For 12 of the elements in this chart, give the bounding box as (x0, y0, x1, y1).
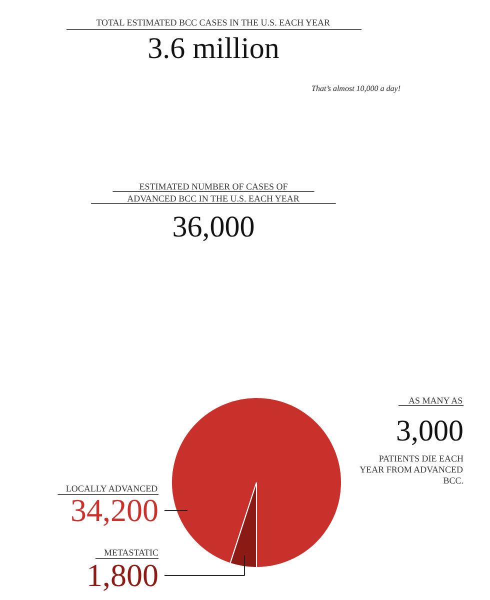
text: 36,000 (172, 210, 255, 244)
data-label: 34,200 (70, 492, 158, 528)
text: PATIENTS DIE EACH YEAR FROM ADVANCED BCC. (360, 454, 464, 486)
text: That’s almost 10,000 a day! (312, 84, 401, 93)
text: ESTIMATED NUMBER OF CASES OF ADVANCED BCC IN THE U.S. EACH YEAR (127, 182, 300, 204)
text: AS MANY AS (408, 396, 463, 406)
slice-label: METASTATIC (104, 548, 159, 558)
slice-label: LOCALLY ADVANCED (66, 484, 158, 494)
chart-title: TOTAL ESTIMATED BCC CASES IN THE U.S. EACH YEAR (96, 18, 330, 28)
text: 3,000 (396, 414, 464, 448)
text: 3.6 million (148, 32, 280, 65)
data-label: 1,800 (86, 557, 158, 593)
